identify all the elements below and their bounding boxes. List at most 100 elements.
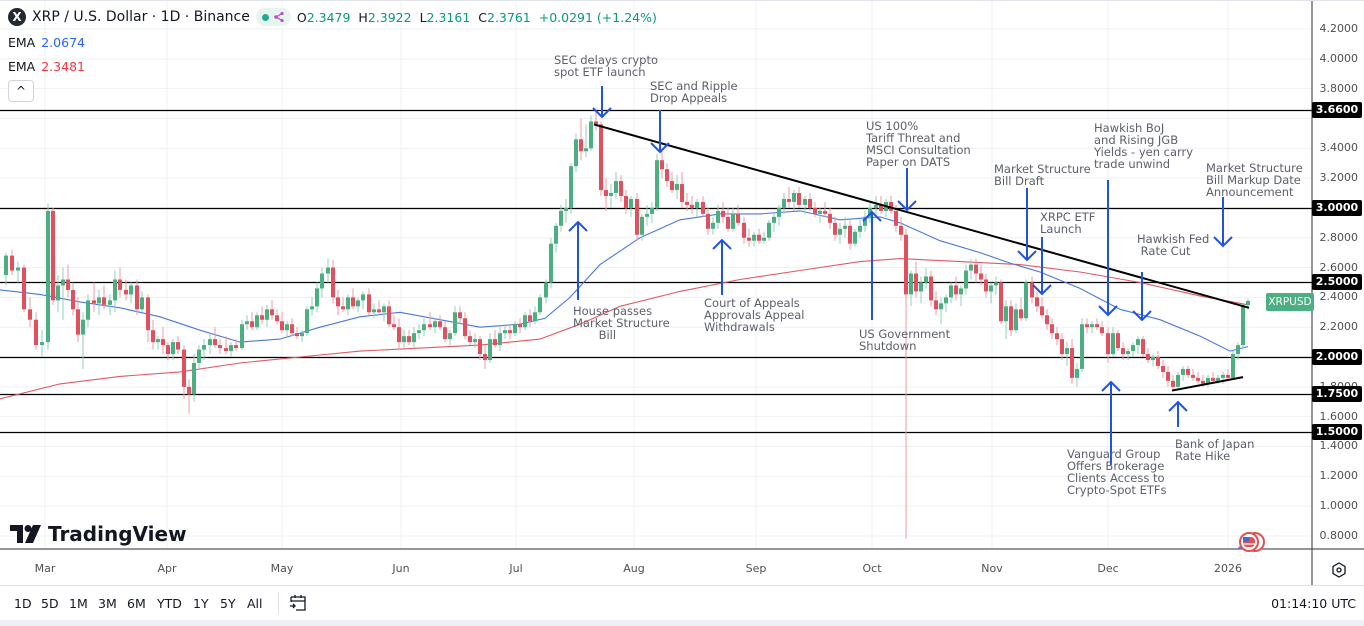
level-price-tag: 2.5000	[1312, 274, 1362, 291]
xrpc-etf-arrow-icon[interactable]	[1032, 237, 1052, 296]
descending-resistance-trendline[interactable]	[593, 123, 1250, 309]
sec-delays-arrow-icon[interactable]	[592, 86, 612, 119]
utc-clock[interactable]: 01:14:10 UTC	[1271, 596, 1356, 611]
horizontal-levels[interactable]	[0, 109, 1312, 434]
shutdown-arrow-icon[interactable]	[862, 210, 882, 320]
chart-annotation-text: US 100% Tariff Threat and MSCI Consultat…	[866, 119, 971, 169]
range-button-1m[interactable]: 1M	[69, 596, 88, 611]
chart-annotation-text: Court of Appeals Approvals Appeal Withdr…	[704, 296, 805, 334]
chart-annotation-text: House passes Market Structure Bill	[573, 304, 670, 342]
time-tick: 2026	[1214, 562, 1242, 575]
share-network-icon	[274, 11, 284, 23]
ema-slow-legend[interactable]: EMA 2.3481	[8, 59, 85, 74]
symbol-price-tag: XRPUSD	[1266, 293, 1314, 311]
range-button-all[interactable]: All	[247, 596, 263, 611]
price-tick: 0.8000	[1319, 528, 1359, 542]
level-price-tag: 1.5000	[1312, 423, 1362, 440]
range-button-1d[interactable]: 1D	[14, 596, 32, 611]
range-button-ytd[interactable]: YTD	[157, 596, 182, 611]
chart-annotation-text: SEC and Ripple Drop Appeals	[650, 79, 738, 105]
chart-annotation-text: Bank of Japan Rate Hike	[1175, 437, 1255, 463]
annotation-arrows[interactable]	[568, 86, 1233, 465]
bottom-toolbar	[0, 585, 1364, 620]
level-price-tag: 2.0000	[1312, 349, 1362, 366]
chart-annotation-text: Hawkish Fed Rate Cut	[1137, 232, 1210, 258]
price-tick: 2.6000	[1319, 260, 1359, 274]
market-status-pill[interactable]	[255, 8, 291, 26]
open-value: 2.3479	[306, 9, 351, 25]
tradingview-logo[interactable]: TradingView	[10, 522, 187, 546]
price-tick: 2.8000	[1319, 230, 1359, 244]
price-tick: 4.2000	[1319, 22, 1359, 35]
range-button-5d[interactable]: 5D	[41, 596, 59, 611]
price-tick: 1.0000	[1319, 499, 1359, 513]
range-button-3m[interactable]: 3M	[98, 596, 117, 611]
chart-annotation-text: SEC delays crypto spot ETF launch	[554, 53, 659, 79]
bill-draft-arrow-icon[interactable]	[1017, 188, 1037, 262]
markup-arrow-icon[interactable]	[1213, 197, 1233, 248]
tradingview-mark-icon	[10, 525, 41, 543]
xrp-logo-icon: X	[8, 8, 26, 26]
sec-ripple-arrow-icon[interactable]	[650, 110, 670, 154]
chart-legend[interactable]: X XRP / U.S. Dollar · 1D · Binance O2.34…	[8, 8, 657, 26]
house-arrow-icon[interactable]	[568, 220, 588, 300]
chart-annotation-text: Market Structure Bill Draft	[994, 162, 1091, 188]
chart-annotation-text: Market Structure Bill Markup Date Announ…	[1206, 161, 1303, 199]
time-tick: Nov	[981, 562, 1003, 575]
candlesticks	[4, 109, 1250, 539]
boj-arrow-icon[interactable]	[1098, 180, 1118, 317]
trendlines[interactable]	[593, 123, 1250, 392]
price-tick: 4.0000	[1319, 51, 1359, 65]
symbol-title[interactable]: XRP / U.S. Dollar · 1D · Binance	[32, 9, 250, 25]
fed-cut-arrow-icon[interactable]	[1132, 272, 1152, 322]
price-tick: 3.8000	[1319, 81, 1359, 95]
ema-slow-value: 2.3481	[41, 59, 85, 74]
vanguard-arrow-icon[interactable]	[1101, 380, 1121, 465]
ascending-support-trendline[interactable]	[1171, 376, 1244, 392]
time-tick: Jun	[392, 562, 410, 575]
time-tick: Mar	[34, 562, 56, 575]
price-tick: 1.6000	[1319, 409, 1359, 423]
ema-fast-line	[0, 210, 1249, 352]
tradingview-wordmark: TradingView	[48, 522, 187, 546]
level-price-tag: 1.7500	[1312, 386, 1362, 403]
price-tick: 1.2000	[1319, 469, 1359, 483]
change-value: +0.0291 (+1.24%)	[538, 9, 657, 25]
time-tick: Jul	[509, 562, 523, 575]
time-tick: Oct	[862, 562, 882, 575]
time-tick: Apr	[157, 562, 177, 575]
range-button-5y[interactable]: 5Y	[220, 596, 236, 611]
time-tick: May	[270, 562, 294, 575]
ema-fast-value: 2.0674	[41, 35, 85, 50]
chart-annotation-text: Vanguard Group Offers Brokerage Clients …	[1067, 447, 1167, 497]
chevron-up-icon: ^	[15, 84, 27, 98]
time-tick: Sep	[745, 562, 767, 575]
high-value: 2.3922	[367, 9, 412, 25]
ohlc-values: O2.3479 H2.3922 L2.3161 C2.3761 +0.0291 …	[296, 9, 657, 25]
go-to-date-calendar-icon[interactable]	[288, 593, 308, 613]
price-tick: 2.4000	[1319, 290, 1359, 304]
price-tick: 2.2000	[1319, 320, 1359, 334]
chart-settings-icon[interactable]	[1330, 561, 1348, 579]
economic-events-flag-icon[interactable]	[1234, 530, 1270, 554]
chart-annotation-text: Hawkish BoJ and Rising JGB Yields - yen …	[1094, 121, 1194, 171]
price-tick: 1.4000	[1319, 439, 1359, 453]
price-tick: 3.2000	[1319, 171, 1359, 185]
time-tick: Aug	[623, 562, 645, 575]
market-open-dot-icon	[261, 13, 269, 21]
low-value: 2.3161	[426, 9, 471, 25]
close-value: 2.3761	[487, 9, 531, 25]
appeals-arrow-icon[interactable]	[712, 238, 732, 295]
range-button-1y[interactable]: 1Y	[193, 596, 209, 611]
level-price-tag: 3.6600	[1312, 101, 1362, 118]
ema-fast-legend[interactable]: EMA 2.0674	[8, 35, 85, 50]
ema-slow-label: EMA	[8, 59, 36, 74]
chart-annotation-text: US Government Shutdown	[859, 327, 951, 353]
range-button-6m[interactable]: 6M	[127, 596, 146, 611]
collapse-legend-button[interactable]: ^	[8, 80, 34, 102]
level-price-tag: 3.0000	[1312, 199, 1362, 216]
boj-hike-arrow-icon[interactable]	[1168, 400, 1188, 427]
tariff-arrow-icon[interactable]	[897, 168, 917, 212]
